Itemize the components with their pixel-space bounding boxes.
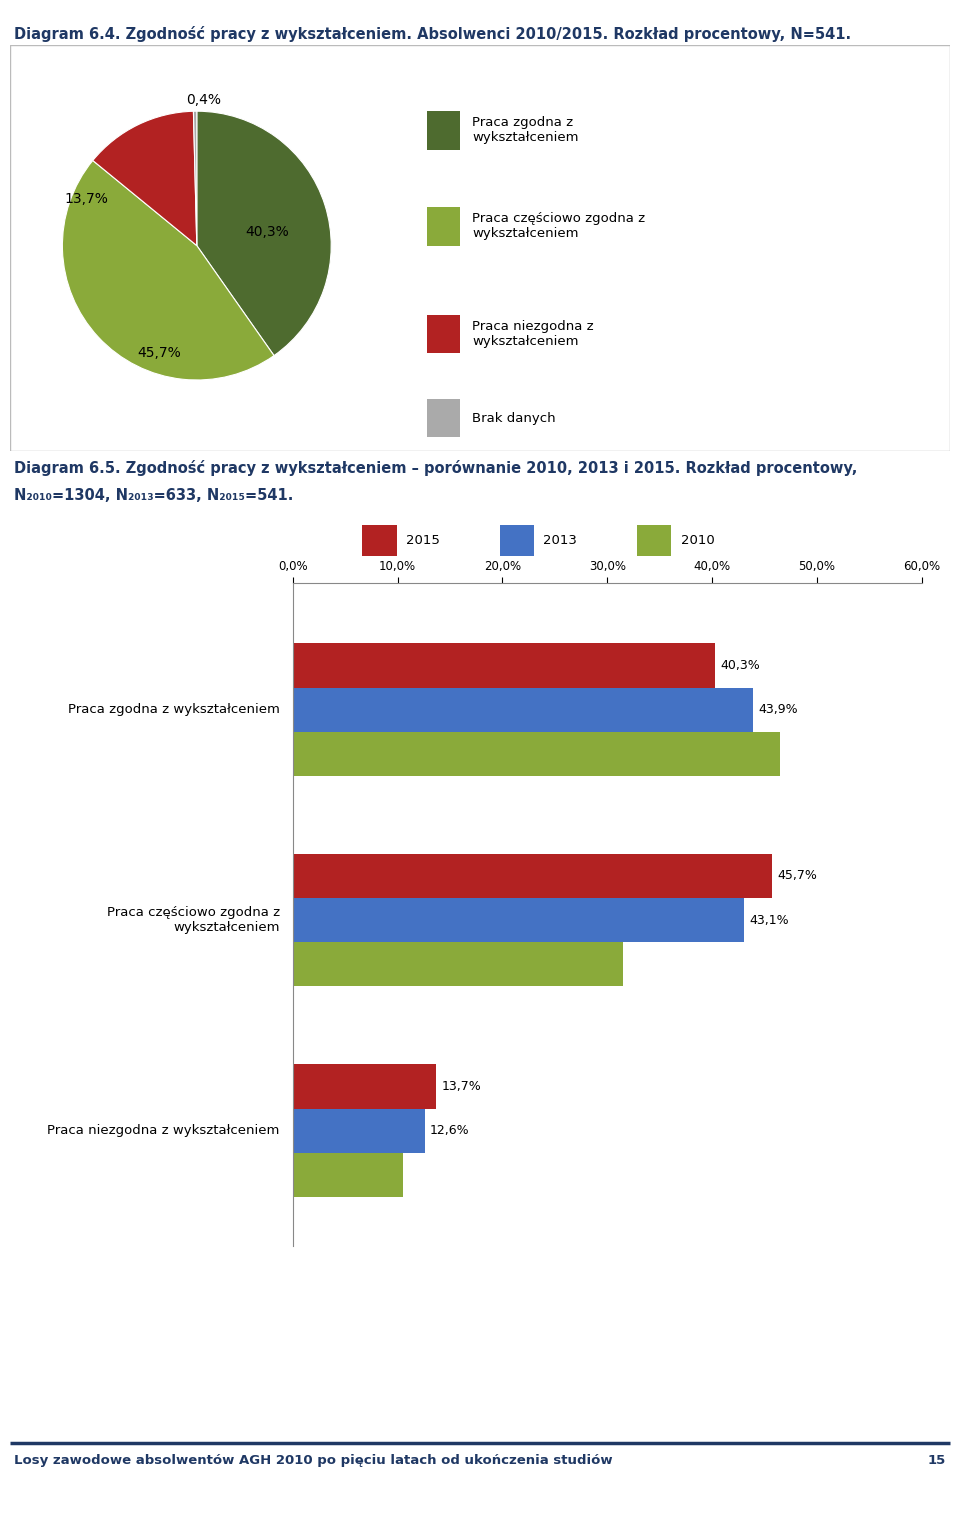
Bar xyxy=(499,525,534,556)
Text: 45,7%: 45,7% xyxy=(137,345,181,361)
Bar xyxy=(293,1108,425,1153)
Bar xyxy=(362,525,396,556)
Text: 2015: 2015 xyxy=(406,534,440,546)
Text: Diagram 6.5. Zgodność pracy z wykształceniem – porównanie 2010, 2013 i 2015. Roz: Diagram 6.5. Zgodność pracy z wykształce… xyxy=(14,460,858,476)
Bar xyxy=(427,207,460,246)
Bar xyxy=(293,898,745,942)
Text: Praca zgodna z wykształceniem: Praca zgodna z wykształceniem xyxy=(68,703,279,717)
Bar xyxy=(427,112,460,150)
Text: 43,9%: 43,9% xyxy=(758,703,798,717)
Text: Praca częściowo zgodna z
wykształceniem: Praca częściowo zgodna z wykształceniem xyxy=(107,906,279,935)
Bar xyxy=(293,853,772,898)
Text: 13,7%: 13,7% xyxy=(64,192,108,206)
Bar xyxy=(293,643,715,688)
Wedge shape xyxy=(62,161,274,381)
Bar xyxy=(293,942,623,987)
Text: 45,7%: 45,7% xyxy=(777,869,817,883)
Text: 13,7%: 13,7% xyxy=(442,1081,481,1093)
Text: 0,4%: 0,4% xyxy=(186,94,221,107)
Text: 15: 15 xyxy=(927,1454,946,1466)
Text: 2013: 2013 xyxy=(543,534,577,546)
Text: Praca niezgodna z wykształceniem: Praca niezgodna z wykształceniem xyxy=(47,1124,279,1137)
Bar xyxy=(293,688,753,732)
Wedge shape xyxy=(93,111,197,246)
Text: Praca niezgodna z
wykształceniem: Praca niezgodna z wykształceniem xyxy=(472,319,594,348)
Text: N₂₀₁₀=1304, N₂₀₁₃=633, N₂₀₁₅=541.: N₂₀₁₀=1304, N₂₀₁₃=633, N₂₀₁₅=541. xyxy=(14,488,294,503)
Bar xyxy=(293,1153,403,1197)
Bar xyxy=(427,399,460,437)
Text: Brak danych: Brak danych xyxy=(472,411,556,425)
Text: 43,1%: 43,1% xyxy=(750,913,789,927)
Bar xyxy=(293,1064,437,1108)
Text: Praca zgodna z
wykształceniem: Praca zgodna z wykształceniem xyxy=(472,117,579,144)
Bar xyxy=(637,525,671,556)
Bar xyxy=(293,732,780,775)
Text: 40,3%: 40,3% xyxy=(720,659,760,672)
Bar xyxy=(427,315,460,353)
Text: Losy zawodowe absolwentów AGH 2010 po pięciu latach od ukończenia studiów: Losy zawodowe absolwentów AGH 2010 po pi… xyxy=(14,1454,613,1466)
Wedge shape xyxy=(197,111,331,356)
Wedge shape xyxy=(193,111,197,246)
Text: 2010: 2010 xyxy=(681,534,714,546)
Text: Praca częściowo zgodna z
wykształceniem: Praca częściowo zgodna z wykształceniem xyxy=(472,212,645,241)
Text: 12,6%: 12,6% xyxy=(430,1124,469,1137)
Text: Diagram 6.4. Zgodność pracy z wykształceniem. Absolwenci 2010/2015. Rozkład proc: Diagram 6.4. Zgodność pracy z wykształce… xyxy=(14,26,852,41)
Text: 40,3%: 40,3% xyxy=(245,226,289,239)
